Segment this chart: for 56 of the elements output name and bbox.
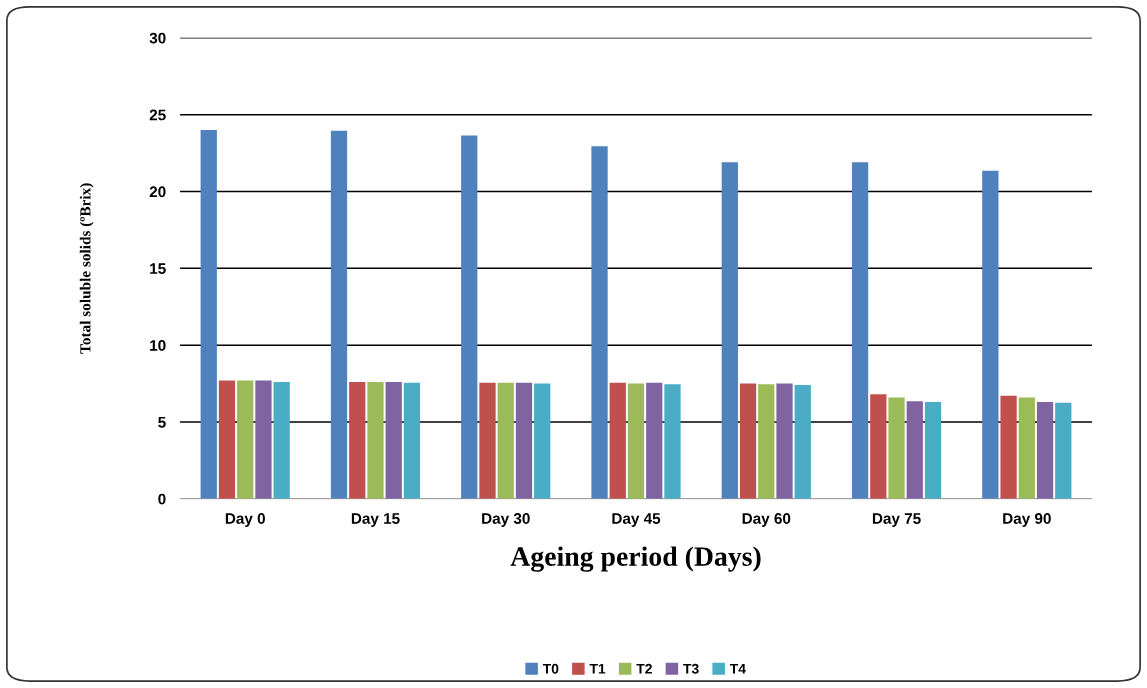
bar	[906, 401, 923, 499]
bar	[888, 397, 905, 499]
bar	[479, 382, 496, 499]
y-tick-label: 15	[150, 263, 166, 275]
bar	[721, 162, 738, 499]
bar	[367, 382, 384, 499]
x-tick-label: Day 0	[225, 513, 265, 527]
bar	[273, 382, 290, 499]
x-tick-label: Day 75	[872, 513, 921, 527]
bar	[330, 130, 348, 499]
x-tick-label: Day 90	[1003, 513, 1051, 527]
legend-label: T1	[589, 664, 606, 674]
x-tick-label: Day 60	[742, 513, 791, 527]
legend-label: T3	[683, 663, 699, 674]
y-tick-label: 30	[149, 32, 166, 44]
bar	[255, 380, 272, 499]
bar	[851, 162, 869, 499]
y-tick-label: 25	[149, 109, 166, 121]
bar	[385, 382, 402, 499]
x-tick-label: Day 15	[351, 513, 400, 527]
bar	[534, 383, 551, 499]
bar	[664, 384, 681, 499]
legend-label: T0	[542, 663, 559, 674]
y-tick-label: 0	[158, 493, 166, 505]
bar	[403, 382, 421, 499]
bar	[218, 380, 236, 499]
y-tick-label: 5	[158, 417, 166, 428]
bar	[627, 383, 645, 499]
bar	[982, 170, 999, 499]
x-tick-label: Day 30	[482, 513, 530, 527]
bar	[646, 382, 663, 499]
bar	[870, 394, 887, 499]
bar	[237, 380, 254, 499]
bar	[1000, 395, 1017, 499]
x-axis-title: Ageing period (Days)	[510, 546, 761, 572]
bar	[1018, 397, 1035, 499]
y-axis-title: Total soluble solids (ºBrix)	[79, 183, 94, 354]
bar	[794, 385, 811, 499]
bar	[739, 383, 757, 499]
bar	[200, 130, 217, 499]
bar	[1055, 402, 1072, 499]
bar	[609, 382, 626, 499]
bar	[776, 383, 793, 499]
x-tick-label: Day 45	[612, 513, 661, 527]
bar	[497, 382, 514, 499]
bar	[349, 382, 366, 499]
bar	[515, 382, 533, 499]
y-tick-label: 10	[150, 340, 166, 351]
bar	[1036, 402, 1054, 499]
y-tick-label: 20	[149, 186, 166, 198]
bar	[924, 402, 942, 499]
legend-label: T2	[636, 663, 652, 674]
bar	[461, 135, 478, 499]
bar	[591, 146, 608, 499]
bar	[758, 384, 775, 499]
legend-label: T4	[729, 664, 746, 674]
